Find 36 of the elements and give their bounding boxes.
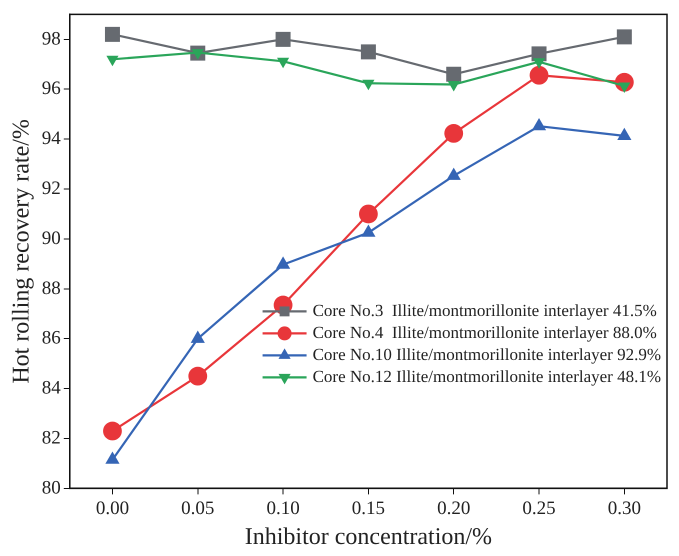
point [360, 44, 376, 60]
x-axis-title: Inhibitor concentration/% [244, 524, 492, 550]
x-tick-label: 0.00 [96, 498, 130, 519]
point [359, 204, 378, 224]
point [105, 452, 120, 464]
y-tick-label: 82 [42, 427, 61, 448]
y-tick-label: 84 [42, 378, 62, 399]
point [276, 32, 291, 47]
y-tick-label: 96 [42, 78, 61, 100]
x-tick-label: 0.30 [608, 498, 641, 519]
y-tick-label: 92 [42, 178, 61, 200]
y-tick-label: 88 [42, 278, 61, 299]
x-tick-label: 0.20 [437, 498, 470, 519]
y-tick-label: 94 [42, 128, 62, 150]
x-tick-label: 0.15 [352, 498, 386, 519]
point [530, 66, 548, 85]
point [361, 224, 376, 237]
x-tick-label: 0.05 [181, 498, 214, 519]
x-tick-label: 0.10 [266, 498, 300, 519]
point [276, 256, 290, 269]
y-axis-title: Hot rolling recovery rate/% [8, 119, 35, 384]
point [188, 366, 208, 386]
legend-label: Core No.12 Illite/montmorillonite interlayer 48.1% [312, 366, 662, 386]
y-tick-label: 86 [42, 328, 61, 349]
legend-label: Core No.4 Illite/montmorillonite interlayer 88.0% [312, 322, 657, 342]
x-tick-label: 0.25 [522, 498, 556, 519]
point [104, 26, 120, 42]
point [616, 29, 632, 44]
y-tick-label: 90 [42, 228, 61, 249]
y-tick-label: 98 [42, 28, 61, 50]
point [444, 124, 464, 143]
y-tick-label: 80 [42, 477, 61, 498]
legend-label: Core No.10 Illite/montmorillonite interlayer 92.9% [312, 344, 662, 364]
legend-label: Core No.3 Illite/montmorillonite interlayer 41.5% [312, 300, 657, 320]
point [190, 330, 205, 343]
point [446, 66, 462, 82]
